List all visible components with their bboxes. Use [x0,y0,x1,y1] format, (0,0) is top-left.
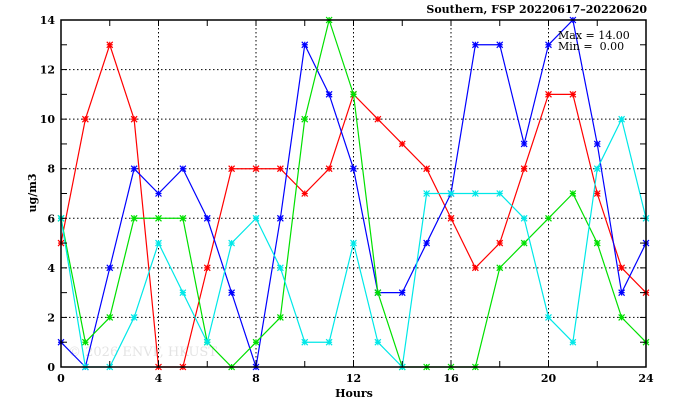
data-point-red [130,115,138,123]
watermark: © 2026 ENVF, HKUST [68,345,217,360]
data-point-blue [301,41,309,49]
data-point-green [301,115,309,123]
data-point-red [569,90,577,98]
data-point-blue [155,190,162,197]
y-tick-label: 8 [47,163,55,176]
data-point-red [471,264,479,272]
data-point-cyan [593,165,601,173]
data-point-red [447,214,455,222]
data-point-red [81,115,89,123]
data-point-green [350,90,357,98]
chart-title: Southern, FSP 20220617–20220620 [426,3,647,16]
data-point-cyan [374,338,382,346]
data-point-blue [106,264,114,272]
data-point-cyan [228,239,236,247]
data-point-blue [545,41,552,49]
data-point-blue [130,165,138,173]
data-point-green [155,214,162,222]
data-point-cyan [179,289,187,297]
y-tick-label: 14 [40,14,56,27]
data-point-green [496,264,504,272]
data-point-cyan [471,190,479,197]
data-point-cyan [203,338,211,346]
data-point-red [423,165,431,173]
data-point-red [398,140,406,148]
data-point-blue [423,239,431,247]
data-point-blue [228,289,236,297]
data-point-blue [203,214,211,222]
data-point-green [618,314,626,321]
data-point-red [520,165,528,173]
y-tick-label: 2 [47,311,55,324]
x-tick-label: 8 [252,372,260,385]
data-point-red [252,165,260,173]
data-point-green [106,314,114,321]
data-point-blue [471,41,479,49]
data-point-blue [520,140,528,148]
data-point-cyan [520,214,528,222]
data-point-blue [325,90,333,98]
x-tick-label: 20 [541,372,557,385]
data-point-green [545,214,552,222]
data-point-red [228,165,236,173]
data-point-red [203,264,211,272]
data-point-blue [496,41,504,49]
data-point-blue [618,289,626,297]
x-tick-label: 24 [638,372,654,385]
data-point-red [593,190,601,197]
data-point-red [618,264,626,272]
series-cyan [57,115,650,371]
y-tick-label: 10 [40,113,56,126]
y-tick-label: 4 [47,262,55,275]
data-point-green [130,214,138,222]
data-point-green [593,239,601,247]
min-annotation: Min = 0.00 [558,40,624,53]
y-tick-label: 12 [40,64,55,77]
data-point-red [545,90,552,98]
max-annotation: Max = 14.00 [558,29,630,42]
x-tick-label: 16 [443,372,459,385]
data-point-cyan [423,190,431,197]
data-point-red [325,165,333,173]
data-point-red [374,115,382,123]
data-point-green [520,239,528,247]
data-point-cyan [618,115,626,123]
data-point-cyan [545,314,552,321]
x-axis-label: Hours [335,387,373,400]
data-point-cyan [447,190,455,197]
data-point-red [496,239,504,247]
y-axis-label: ug/m3 [26,174,39,213]
data-point-cyan [350,239,357,247]
y-tick-label: 6 [47,212,55,225]
data-point-green [179,214,187,222]
data-point-cyan [496,190,504,197]
data-point-blue [276,214,284,222]
data-point-cyan [252,214,260,222]
data-point-blue [179,165,187,173]
data-point-cyan [325,338,333,346]
data-point-green [81,338,89,346]
data-point-green [252,338,260,346]
data-point-green [374,289,382,297]
data-point-blue [398,289,406,297]
data-point-red [301,190,309,197]
x-tick-label: 12 [346,372,361,385]
data-point-cyan [301,338,309,346]
data-point-red [106,41,114,49]
x-tick-label: 0 [57,372,65,385]
data-point-green [569,190,577,197]
data-point-cyan [569,338,577,346]
data-point-blue [350,165,357,173]
x-tick-label: 4 [155,372,163,385]
data-point-cyan [276,264,284,272]
data-point-cyan [130,314,138,321]
data-point-green [276,314,284,321]
data-point-blue [593,140,601,148]
data-point-cyan [155,239,162,247]
data-point-red [276,165,284,173]
y-tick-label: 0 [47,361,55,374]
